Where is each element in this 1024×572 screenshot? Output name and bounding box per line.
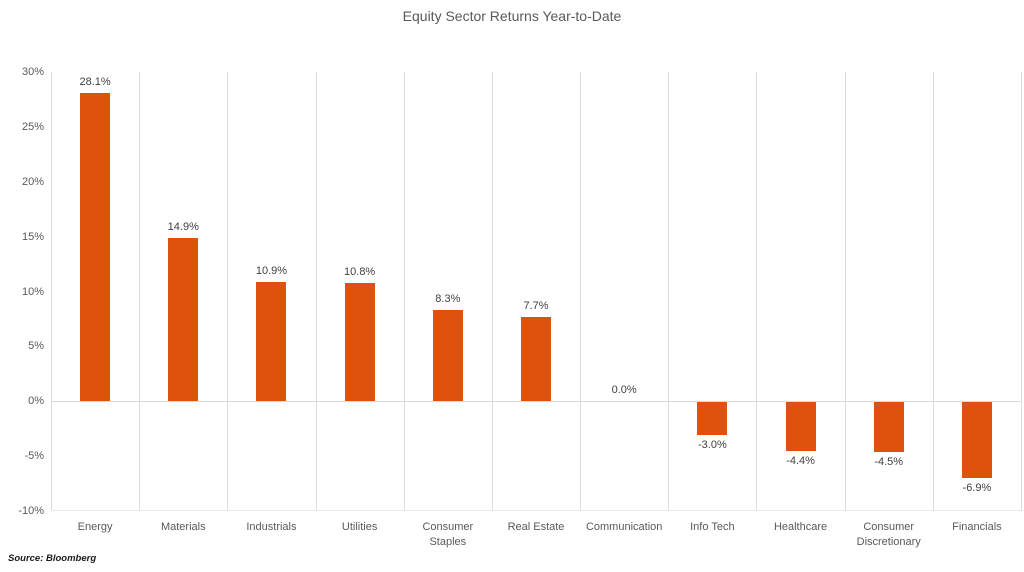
source-note: Source: Bloomberg [8, 553, 97, 564]
x-axis-category-label: Industrials [246, 521, 297, 533]
plot-area: 28.1% 14.9% 10.9% 10.8% 8.3% 7.7% 0.0% -3.0% -4.… [51, 72, 1022, 511]
bar-value-label: 10.9% [255, 264, 288, 277]
zero-axis-line [51, 401, 1021, 403]
bar [256, 281, 287, 402]
plot-bottom-line [51, 510, 1021, 511]
y-axis-tick-label: 15% [21, 230, 44, 243]
bar [697, 402, 728, 436]
bar-value-label: 28.1% [79, 75, 111, 88]
x-axis-category-label: Financials [952, 521, 1002, 533]
vertical-gridline [756, 72, 758, 511]
bar-value-label: 0.0% [611, 384, 637, 397]
x-axis-category-label: Info Tech [690, 521, 735, 533]
x-axis-category-label: Consumer Staples [422, 521, 474, 548]
bar-value-label: 8.3% [435, 293, 461, 306]
vertical-gridline [844, 72, 846, 511]
bar-value-label: 14.9% [167, 220, 199, 233]
y-axis-tick-label: 5% [28, 340, 44, 353]
x-axis-category-label: Materials [160, 521, 206, 533]
bar-value-label: 7.7% [523, 299, 549, 312]
bar [961, 402, 992, 478]
y-axis-tick-label: -5% [24, 450, 44, 463]
x-axis-category-label: Real Estate [507, 521, 565, 533]
vertical-gridline [668, 72, 670, 511]
y-axis-tick-label: 0% [28, 395, 44, 408]
y-axis-tick-label: 30% [21, 66, 44, 78]
vertical-gridline [932, 72, 934, 511]
y-axis-tick-label: 10% [21, 285, 44, 298]
bar-value-label: -4.4% [786, 454, 815, 467]
chart-title: Equity Sector Returns Year-to-Date [402, 8, 622, 24]
vertical-gridline [227, 72, 229, 511]
y-axis-tick-label: 25% [21, 120, 44, 133]
vertical-gridline [51, 72, 52, 511]
x-axis-category-label: Consumer Discretionary [856, 521, 921, 548]
vertical-gridline [315, 72, 317, 511]
bar [80, 92, 111, 402]
vertical-gridline [1021, 72, 1022, 511]
bar [432, 310, 463, 402]
x-axis-category-label: Communication [585, 521, 663, 533]
x-axis-category-label: Energy [77, 521, 113, 533]
bar [873, 402, 904, 452]
vertical-gridline [139, 72, 141, 511]
bar [168, 237, 199, 402]
bar-value-label: -3.0% [697, 439, 727, 452]
bar-value-label: 10.8% [344, 265, 376, 278]
x-axis-category-label: Utilities [341, 521, 378, 533]
bar [785, 402, 816, 451]
vertical-gridline [403, 72, 405, 511]
bar-value-label: -4.5% [874, 455, 904, 468]
vertical-gridline [580, 72, 582, 511]
y-axis-tick-label: -10% [18, 505, 44, 517]
vertical-gridline [491, 72, 493, 511]
bar [521, 316, 551, 402]
y-axis-tick-label: 20% [21, 175, 44, 188]
bar-value-label: -6.9% [962, 481, 992, 494]
x-axis-category-label: Healthcare [773, 521, 828, 533]
bar [344, 282, 375, 402]
